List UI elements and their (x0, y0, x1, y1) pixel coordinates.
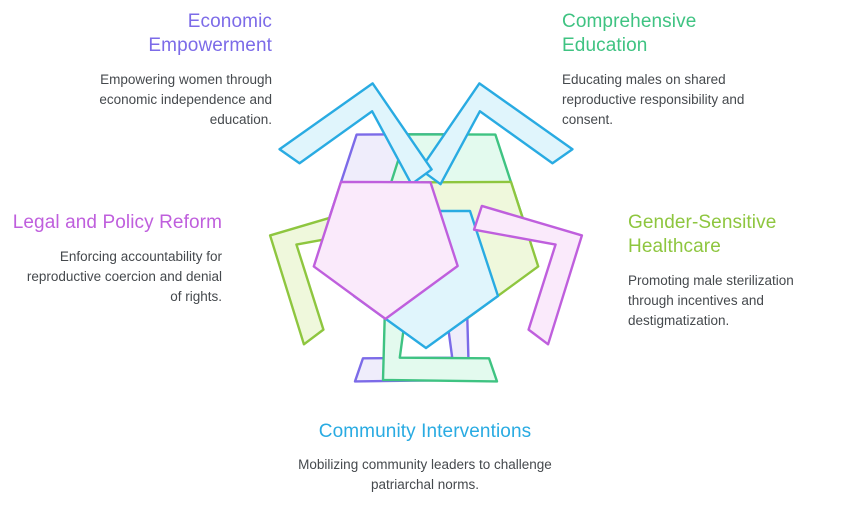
node-block-legal-and-policy-reform: Legal and Policy Reform Enforcing accoun… (12, 211, 222, 307)
node-description-community-interventions: Mobilizing community leaders to challeng… (298, 457, 552, 492)
node-block-gender-sensitive-healthcare: Gender-Sensitive Healthcare Promoting ma… (628, 211, 838, 331)
bracket-shape-community-right (278, 82, 433, 186)
node-description-economic-empowerment: Empowering women through economic indepe… (99, 72, 272, 127)
node-title-community-interventions: Community Interventions (318, 421, 532, 442)
node-title-gender-sensitive-healthcare: Gender-Sensitive Healthcare (628, 212, 777, 257)
node-description-gender-sensitive-healthcare: Promoting male sterilization through inc… (628, 273, 794, 328)
node-description-comprehensive-education: Educating males on shared reproductive r… (562, 72, 745, 127)
pentagon-cluster-diagram (246, 50, 606, 410)
node-block-community-interventions: Community Interventions Mobilizing commu… (296, 420, 554, 495)
node-title-comprehensive-education: Comprehensive Education (562, 11, 697, 56)
node-description-legal-and-policy-reform: Enforcing accountability for reproductiv… (26, 249, 222, 304)
node-block-economic-empowerment: Economic Empowerment Empowering women th… (62, 10, 272, 130)
node-title-legal-and-policy-reform: Legal and Policy Reform (12, 212, 222, 233)
pentagon-shape-legal (312, 180, 459, 321)
node-title-economic-empowerment: Economic Empowerment (148, 11, 272, 56)
bracket-shape-legal (472, 204, 584, 346)
node-block-comprehensive-education: Comprehensive Education Educating males … (562, 10, 772, 130)
pentagon-unit-legal-and-policy-reform[interactable] (292, 113, 606, 410)
